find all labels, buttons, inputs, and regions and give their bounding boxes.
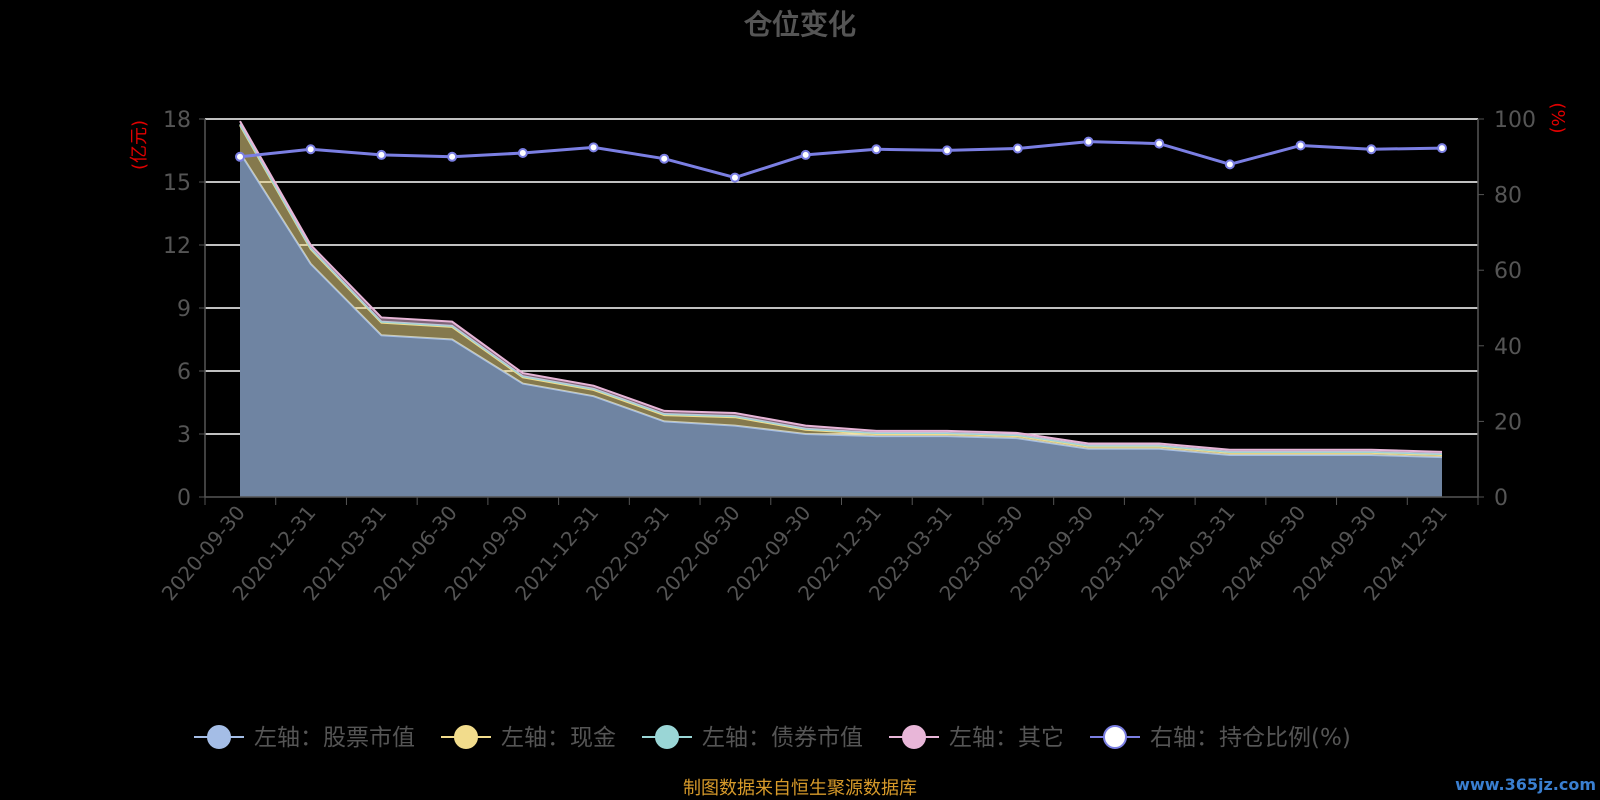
ratio-point — [729, 172, 740, 183]
right-tick-label: 0 — [1494, 486, 1508, 511]
ratio-point — [659, 153, 670, 164]
ratio-line — [239, 140, 1443, 180]
ratio-point — [376, 149, 387, 160]
chart-title: 仓位变化 — [744, 8, 856, 41]
left-axis-unit: (亿元) — [129, 120, 150, 170]
area-edge-4 — [239, 120, 1443, 453]
legend-marker-icon — [207, 725, 231, 749]
ratio-point — [235, 151, 245, 162]
ratio-point — [800, 149, 811, 160]
ratio-point — [1012, 143, 1023, 154]
left-tick-label: 9 — [177, 297, 191, 322]
right-tick-label: 40 — [1494, 335, 1522, 360]
right-tick-label: 20 — [1494, 410, 1522, 435]
ratio-point — [1224, 159, 1235, 170]
legend-marker-icon — [1103, 725, 1127, 749]
ratio-point — [942, 145, 953, 156]
left-tick-label: 6 — [177, 360, 191, 385]
watermark: www.365jz.com — [1455, 775, 1596, 794]
ratio-point — [305, 144, 316, 155]
right-axis-unit: (%) — [1547, 102, 1568, 133]
data-source-note: 制图数据来自恒生聚源数据库 — [683, 778, 917, 799]
ratio-point — [1154, 138, 1165, 149]
left-tick-label: 15 — [163, 171, 191, 196]
legend-item: 左轴：现金 — [441, 725, 616, 751]
ratio-point — [1295, 140, 1306, 151]
area-1 — [240, 152, 1442, 497]
legend-item: 左轴：债券市值 — [642, 725, 863, 751]
legend-item: 左轴：股票市值 — [194, 725, 415, 751]
right-tick-label: 60 — [1494, 259, 1522, 284]
left-tick-label: 0 — [177, 486, 191, 511]
ratio-point — [447, 151, 458, 162]
legend: 左轴：股票市值 左轴：现金 左轴：债券市值 左轴：其它 右轴：持仓比例(%) — [194, 725, 1351, 751]
legend-label: 左轴：现金 — [501, 725, 616, 751]
ratio-point — [871, 144, 882, 155]
left-tick-label: 12 — [163, 234, 191, 259]
ratio-point — [1437, 143, 1447, 154]
area-series — [239, 120, 1443, 497]
legend-label: 左轴：债券市值 — [702, 725, 863, 751]
ratio-line-series — [235, 136, 1447, 183]
legend-marker-icon — [902, 725, 926, 749]
ratio-point — [517, 148, 528, 159]
legend-label: 左轴：其它 — [949, 725, 1064, 751]
legend-item: 右轴：持仓比例(%) — [1090, 725, 1351, 751]
legend-item: 左轴：其它 — [889, 725, 1064, 751]
right-tick-label: 80 — [1494, 184, 1522, 209]
ratio-point — [1083, 136, 1094, 147]
right-tick-label: 100 — [1494, 108, 1536, 133]
legend-marker-icon — [655, 725, 679, 749]
left-tick-label: 3 — [177, 423, 191, 448]
ratio-point — [588, 142, 599, 153]
legend-label: 左轴：股票市值 — [254, 725, 415, 751]
legend-marker-icon — [454, 725, 478, 749]
legend-label: 右轴：持仓比例(%) — [1150, 725, 1351, 751]
ratio-point — [1366, 144, 1377, 155]
left-tick-label: 18 — [163, 108, 191, 133]
